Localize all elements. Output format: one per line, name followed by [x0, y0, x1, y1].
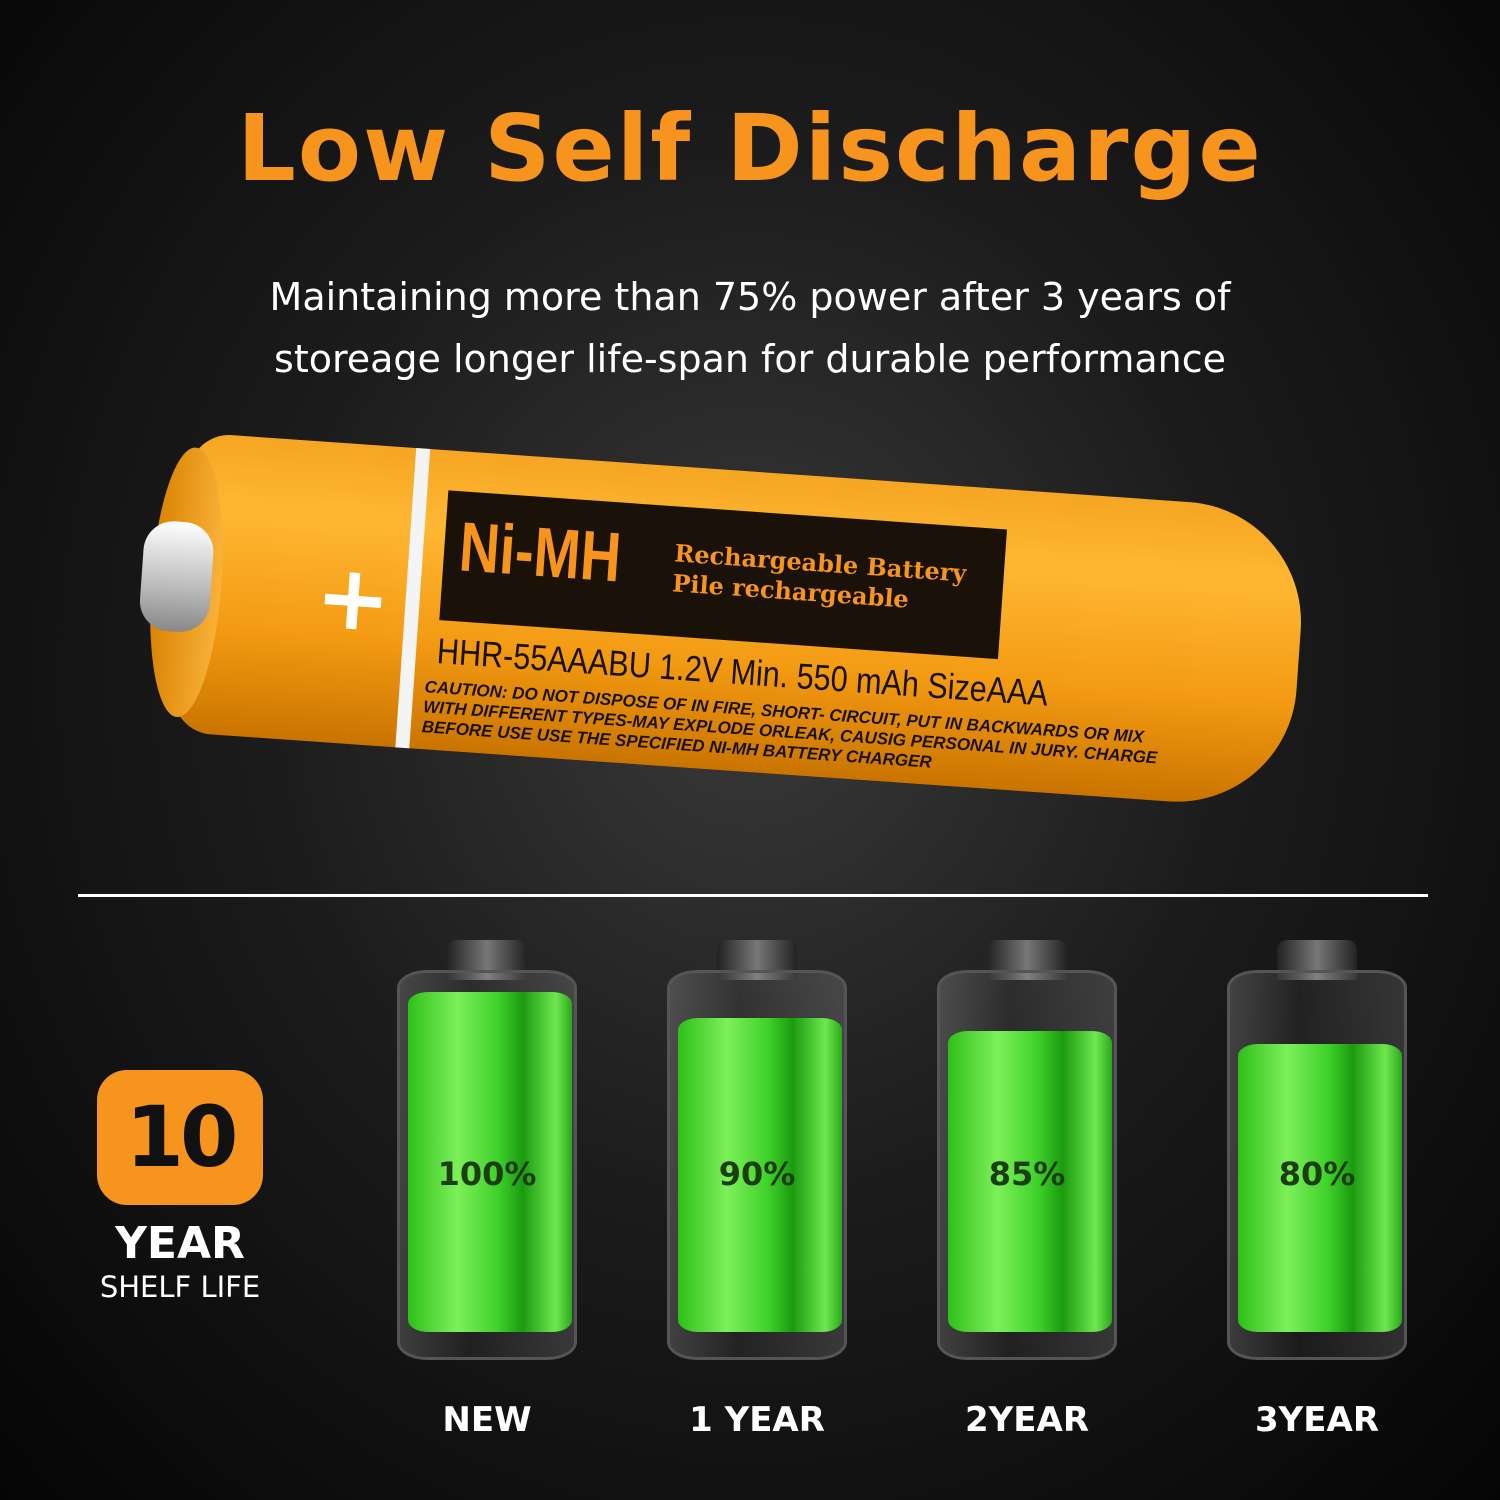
- positive-terminal: [137, 519, 216, 634]
- plus-icon: +: [312, 543, 395, 654]
- divider: [78, 894, 1428, 897]
- page-title: Low Self Discharge: [237, 95, 1263, 202]
- period-label: 2YEAR: [965, 1400, 1089, 1440]
- battery-level-gauge: 80%: [1227, 940, 1407, 1360]
- battery-fill: [948, 1031, 1112, 1332]
- battery-cap: [987, 940, 1067, 980]
- subtitle-line-1: Maintaining more than 75% power after 3 …: [269, 275, 1231, 319]
- percent-label: 85%: [988, 1155, 1066, 1193]
- period-label: 3YEAR: [1255, 1400, 1379, 1440]
- percent-label: 90%: [718, 1155, 796, 1193]
- battery-cap: [717, 940, 797, 980]
- chemistry-label: Ni-MH: [456, 507, 624, 597]
- battery-tube: [937, 970, 1117, 1360]
- percent-label: 100%: [437, 1155, 537, 1193]
- battery-cap: [1277, 940, 1357, 980]
- badge-year: YEAR: [115, 1218, 245, 1269]
- badge-shelf-life: SHELF LIFE: [99, 1270, 261, 1304]
- aaa-battery-image: + Ni-MH Rechargeable Battery Pile recharg…: [137, 430, 1310, 810]
- percent-label: 80%: [1278, 1155, 1356, 1193]
- battery-tube: [397, 970, 577, 1360]
- battery-fill: [678, 1018, 842, 1332]
- battery-cap: [447, 940, 527, 980]
- ten-year-badge: 10: [97, 1070, 263, 1205]
- battery-level-gauge: 90%: [667, 940, 847, 1360]
- period-label: 1 YEAR: [689, 1400, 825, 1440]
- battery-level-gauge: 85%: [937, 940, 1117, 1360]
- battery-tube: [1227, 970, 1407, 1360]
- period-label: NEW: [442, 1400, 532, 1440]
- battery-level-gauge: 100%: [397, 940, 577, 1360]
- battery-tube: [667, 970, 847, 1360]
- battery-fill: [408, 992, 572, 1332]
- subtitle-line-2: storeage longer life-span for durable pe…: [274, 337, 1226, 381]
- battery-fill: [1238, 1044, 1402, 1332]
